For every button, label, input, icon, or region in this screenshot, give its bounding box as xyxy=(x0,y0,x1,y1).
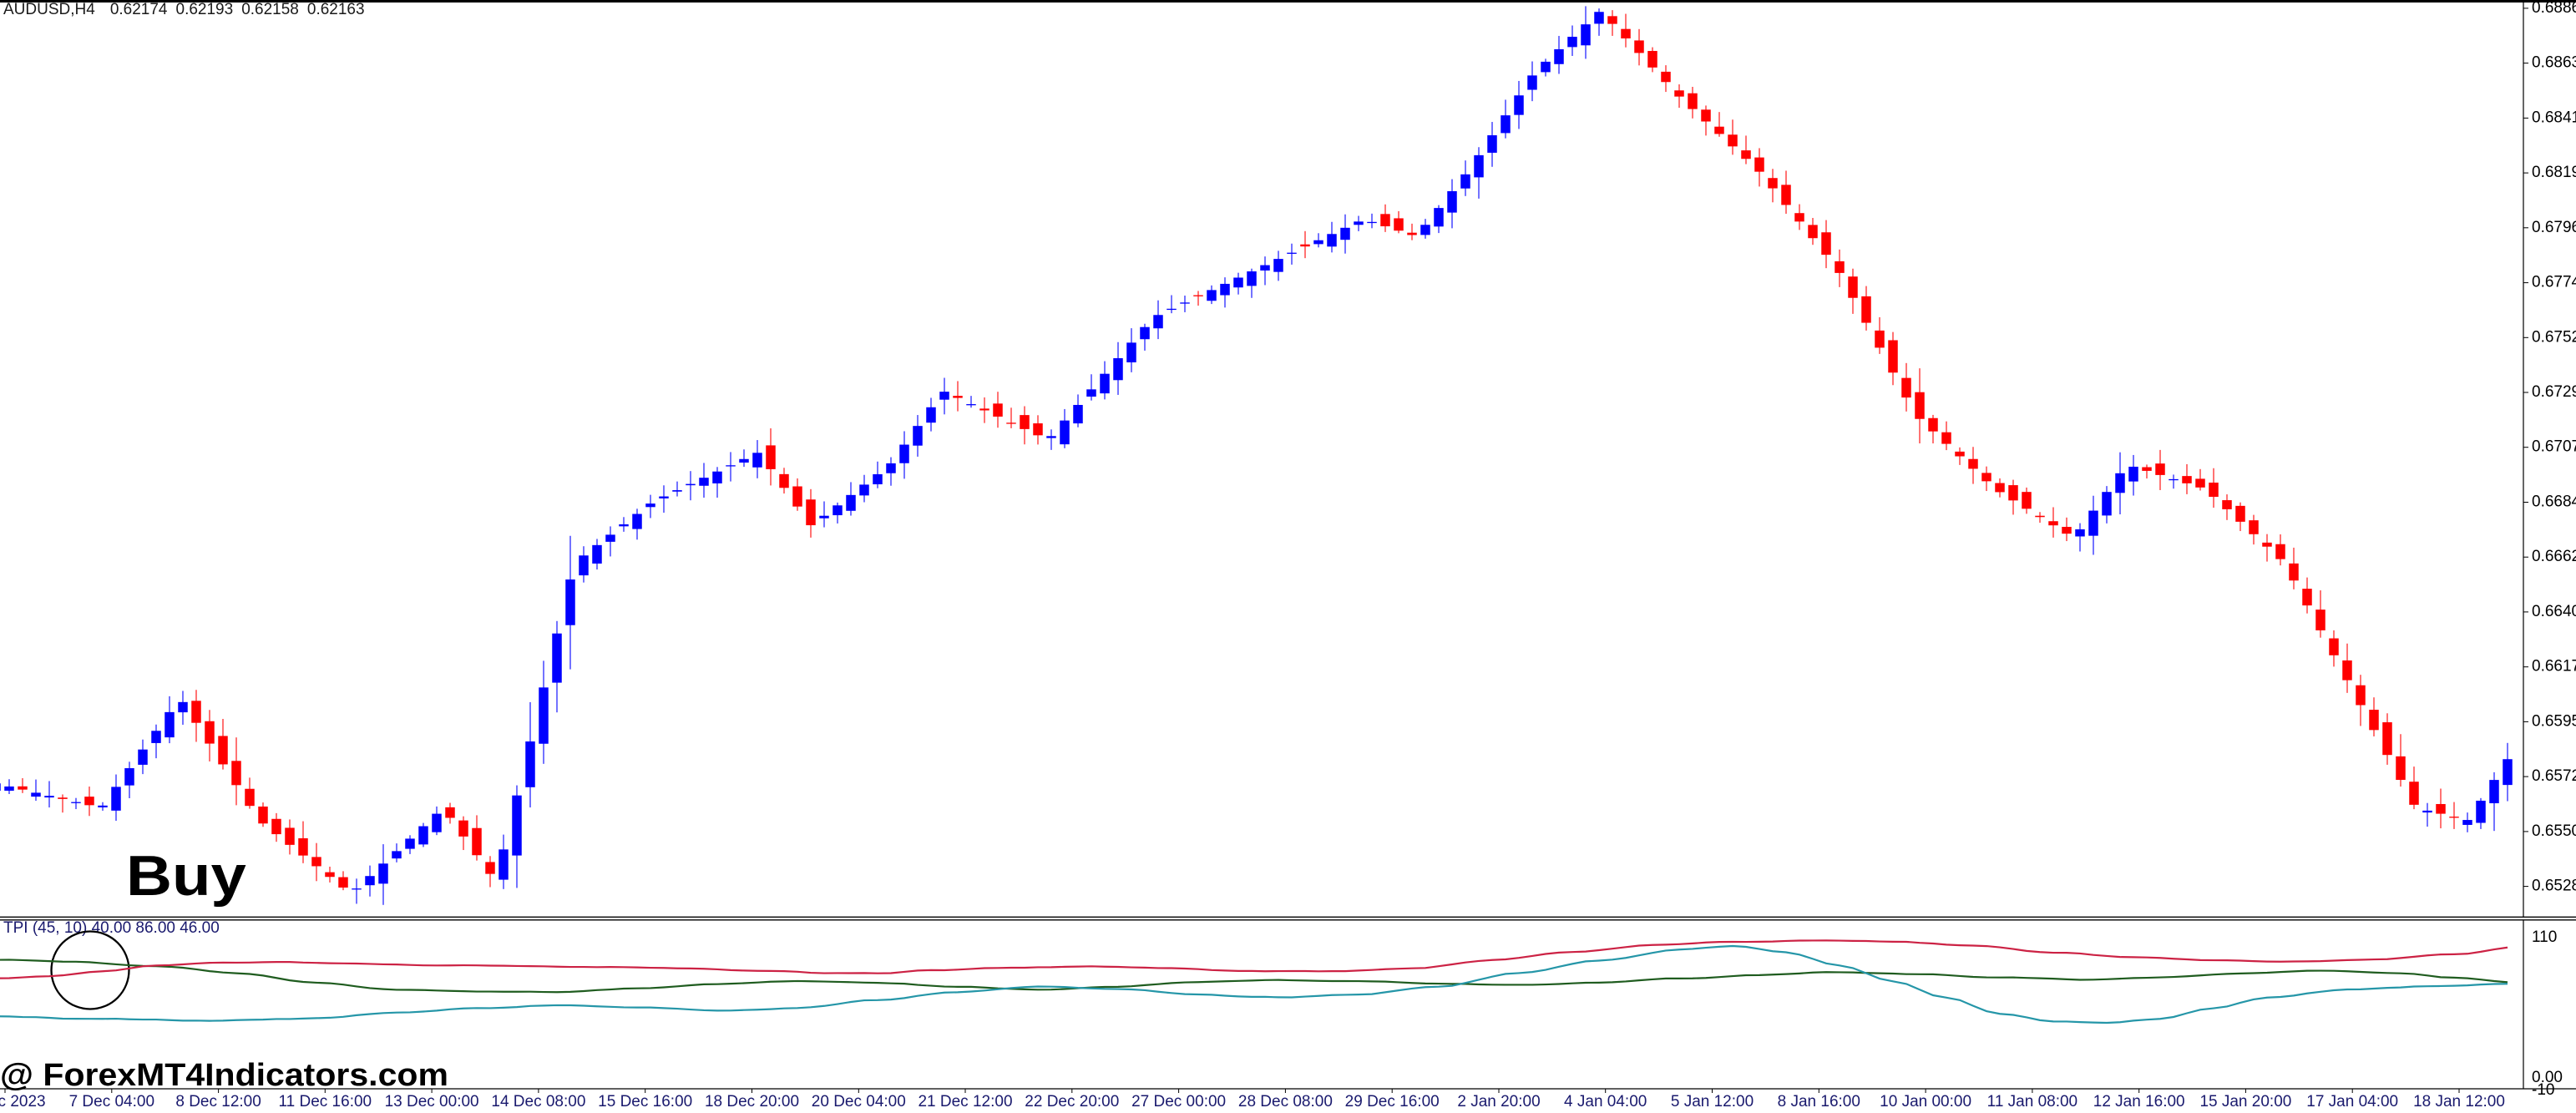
svg-text:0.65725: 0.65725 xyxy=(2532,767,2576,785)
svg-text:18 Jan 12:00: 18 Jan 12:00 xyxy=(2413,1093,2505,1109)
svg-text:TPI (45, 10) 40.00 86.00 46.00: TPI (45, 10) 40.00 86.00 46.00 xyxy=(3,919,220,937)
svg-text:0.66625: 0.66625 xyxy=(2532,548,2576,565)
svg-text:15 Dec 16:00: 15 Dec 16:00 xyxy=(598,1093,692,1109)
svg-text:14 Dec 08:00: 14 Dec 08:00 xyxy=(491,1093,585,1109)
svg-text:10 Jan 00:00: 10 Jan 00:00 xyxy=(1880,1093,1971,1109)
svg-text:4 Jan 04:00: 4 Jan 04:00 xyxy=(1564,1093,1647,1109)
svg-text:20 Dec 04:00: 20 Dec 04:00 xyxy=(812,1093,906,1109)
svg-text:15 Jan 20:00: 15 Jan 20:00 xyxy=(2199,1093,2291,1109)
svg-text:29 Dec 16:00: 29 Dec 16:00 xyxy=(1345,1093,1440,1109)
svg-text:0.66845: 0.66845 xyxy=(2532,493,2576,511)
svg-text:13 Dec 00:00: 13 Dec 00:00 xyxy=(385,1093,479,1109)
svg-text:17 Jan 04:00: 17 Jan 04:00 xyxy=(2306,1093,2398,1109)
svg-text:0.67295: 0.67295 xyxy=(2532,383,2576,401)
svg-text:@ ForexMT4Indicators.com: @ ForexMT4Indicators.com xyxy=(0,1057,448,1092)
svg-text:27 Dec 00:00: 27 Dec 00:00 xyxy=(1131,1093,1226,1109)
svg-text:7 Dec 04:00: 7 Dec 04:00 xyxy=(69,1093,154,1109)
svg-text:0.68415: 0.68415 xyxy=(2532,109,2576,126)
svg-text:8 Dec 12:00: 8 Dec 12:00 xyxy=(175,1093,261,1109)
svg-text:110: 110 xyxy=(2532,928,2557,946)
svg-text:0.66175: 0.66175 xyxy=(2532,658,2576,675)
svg-text:0.65505: 0.65505 xyxy=(2532,822,2576,840)
svg-text:11 Dec 16:00: 11 Dec 16:00 xyxy=(278,1093,372,1109)
svg-text:11 Jan 08:00: 11 Jan 08:00 xyxy=(1987,1093,2078,1109)
svg-text:-10: -10 xyxy=(2532,1081,2554,1099)
svg-text:5 Dec 2023: 5 Dec 2023 xyxy=(0,1093,46,1109)
svg-text:0.67965: 0.67965 xyxy=(2532,219,2576,236)
svg-text:8 Jan 16:00: 8 Jan 16:00 xyxy=(1778,1093,1860,1109)
svg-text:Buy: Buy xyxy=(126,845,246,908)
svg-text:2 Jan 20:00: 2 Jan 20:00 xyxy=(1457,1093,1540,1109)
svg-text:22 Dec 20:00: 22 Dec 20:00 xyxy=(1025,1093,1119,1109)
svg-text:0.68635: 0.68635 xyxy=(2532,54,2576,72)
svg-text:5 Jan 12:00: 5 Jan 12:00 xyxy=(1671,1093,1754,1109)
svg-text:0.65280: 0.65280 xyxy=(2532,878,2576,895)
svg-text:12 Jan 16:00: 12 Jan 16:00 xyxy=(2093,1093,2185,1109)
svg-text:18 Dec 20:00: 18 Dec 20:00 xyxy=(705,1093,799,1109)
svg-text:28 Dec 08:00: 28 Dec 08:00 xyxy=(1238,1093,1333,1109)
svg-text:21 Dec 12:00: 21 Dec 12:00 xyxy=(918,1093,1012,1109)
